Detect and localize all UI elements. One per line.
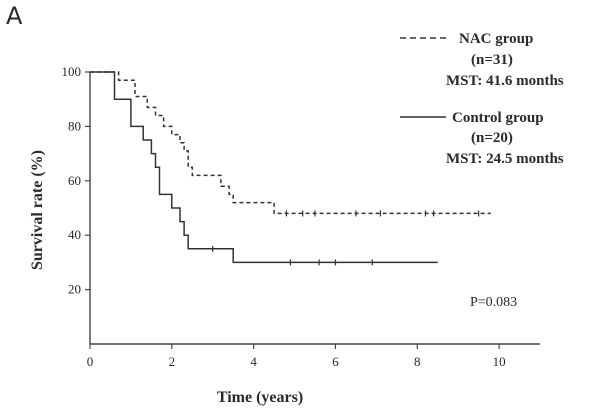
- x-tick-label: 4: [250, 354, 257, 369]
- x-tick-label: 10: [493, 354, 506, 369]
- chart-legend: NAC group (n=31) MST: 41.6 months Contro…: [400, 31, 564, 167]
- y-axis-title: Survival rate (%): [29, 150, 46, 270]
- x-tick-label: 6: [332, 354, 339, 369]
- series-layer: [90, 71, 491, 266]
- x-axis-title: Time (years): [217, 389, 303, 406]
- legend-n-nac: (n=31): [471, 52, 513, 68]
- legend-n-control: (n=20): [471, 130, 513, 146]
- chart-axes: [89, 72, 540, 345]
- y-tick-label: 20: [68, 282, 81, 297]
- panel-label: A: [6, 2, 23, 30]
- legend-mst-nac: MST: 41.6 months: [446, 73, 564, 89]
- x-ticks: 0 2 4 6 8 10: [87, 344, 506, 369]
- legend-mst-control: MST: 24.5 months: [446, 151, 564, 167]
- x-tick-label: 2: [169, 354, 176, 369]
- legend-label-control: Control group: [452, 110, 544, 126]
- y-tick-label: 80: [68, 118, 81, 133]
- x-tick-label: 0: [87, 354, 94, 369]
- y-tick-label: 100: [62, 64, 82, 79]
- legend-label-nac: NAC group: [459, 31, 533, 47]
- p-value-annotation: P=0.083: [470, 295, 517, 310]
- series-line-control: [90, 71, 438, 264]
- y-ticks: 20 40 60 80 100: [62, 64, 90, 297]
- series-line-nac: [90, 71, 491, 215]
- y-tick-label: 40: [68, 227, 81, 242]
- y-tick-label: 60: [68, 173, 81, 188]
- x-tick-label: 8: [414, 354, 421, 369]
